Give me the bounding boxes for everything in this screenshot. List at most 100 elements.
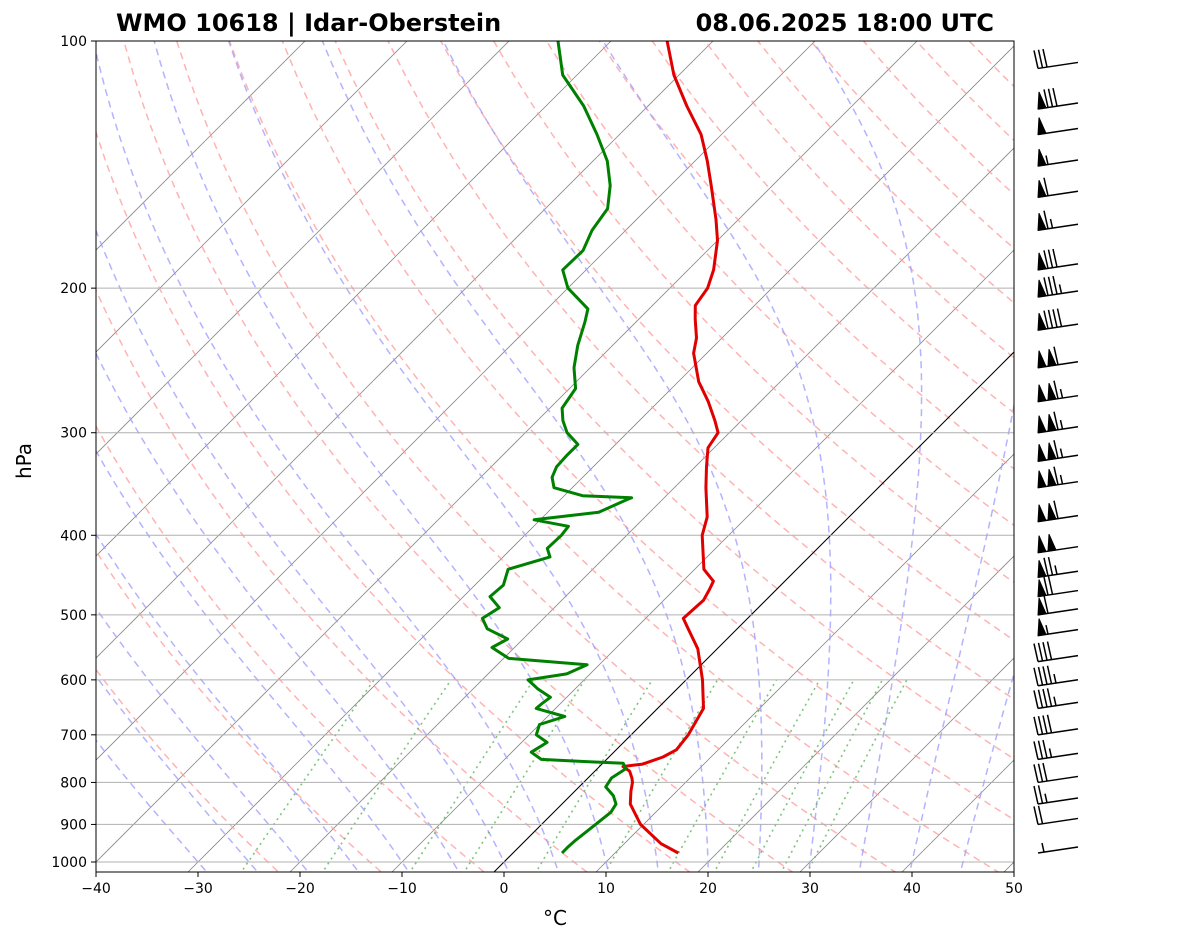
moist-adiabat-line (96, 449, 410, 872)
wind-barb-half (1041, 842, 1045, 853)
dry-adiabat-line (493, 41, 1014, 584)
wind-barb (1033, 785, 1079, 805)
wind-barb (1037, 533, 1079, 554)
x-tick-label: 0 (500, 881, 509, 897)
wind-barb-full (1037, 740, 1044, 759)
wind-barb (1037, 210, 1079, 231)
wind-barb-flag (1047, 502, 1057, 521)
wind-barb-full (1047, 576, 1054, 595)
wind-barb-full (1043, 557, 1049, 576)
wind-barb (1033, 641, 1079, 663)
isotherm-line (289, 147, 1014, 872)
wind-barb (1037, 576, 1079, 598)
mixing-ratio-line (604, 679, 719, 872)
wind-barb-flag (1037, 350, 1047, 369)
wind-barb-full (1043, 595, 1049, 614)
profile-lines (480, 41, 720, 855)
wind-barb-full (1046, 641, 1053, 660)
wind-barb-full (1053, 346, 1059, 365)
wind-barb-full (1033, 690, 1039, 709)
wind-barb-flag (1037, 444, 1047, 462)
wind-barb-full (1042, 48, 1048, 68)
wind-barb-full (1043, 210, 1049, 229)
wind-barb (1037, 177, 1079, 199)
chart-title-station: WMO 10618 | Idar-Oberstein (116, 9, 501, 37)
dry-adiabat-line (96, 129, 691, 872)
wind-barb-flag (1047, 382, 1057, 401)
wind-barb-half (1059, 419, 1064, 430)
x-tick-label: −40 (81, 881, 111, 897)
dry-adiabat-line (96, 549, 383, 872)
wind-barb-full (1043, 277, 1049, 296)
wind-barb (1037, 87, 1079, 110)
moist-adiabat-line (96, 675, 259, 872)
wind-barb-staff (1037, 752, 1079, 761)
wind-barb-full (1046, 688, 1053, 707)
wind-barb-full (1047, 276, 1054, 295)
x-tick-label: 40 (903, 881, 921, 897)
wind-barb-half (1059, 448, 1064, 458)
wind-barb-full (1053, 380, 1059, 399)
wind-barb-flag (1037, 415, 1047, 434)
wind-barb (1033, 805, 1079, 826)
dry-adiabat-line (598, 41, 1014, 470)
x-tick-label: 10 (597, 881, 615, 897)
wind-barb-flag (1037, 504, 1047, 523)
moist-adiabat-line (909, 401, 1014, 872)
wind-barb-full (1042, 666, 1048, 685)
wind-barb-half (1058, 284, 1063, 294)
isotherm-line (187, 45, 1014, 872)
wind-barb (1037, 500, 1079, 523)
reference-lines (96, 41, 1014, 872)
wind-barb-full (1046, 665, 1053, 684)
zero-isotherm-line (493, 351, 1014, 872)
moist-adiabat-line (96, 48, 560, 872)
wind-barb-full (1033, 50, 1039, 69)
wind-barb-full (1033, 764, 1039, 783)
dry-adiabat-line (651, 41, 1014, 414)
isotherm-line (96, 41, 918, 863)
wind-barb-full (1033, 785, 1039, 805)
wind-barb-flag (1037, 117, 1047, 136)
wind-barb-full (1043, 89, 1049, 108)
wind-barb (1037, 595, 1079, 616)
wind-barb-full (1052, 275, 1058, 295)
y-tick-label: 500 (60, 608, 87, 624)
dry-adiabat-line (175, 41, 897, 872)
wind-barb-full (1037, 715, 1044, 735)
wind-barb (1037, 248, 1079, 271)
wind-barb-flag (1037, 579, 1047, 598)
wind-barb-full (1033, 716, 1039, 735)
dry-adiabat-line (96, 424, 486, 872)
wind-barb (1037, 842, 1079, 854)
wind-barb (1037, 556, 1079, 579)
wind-barb-full (1042, 642, 1048, 661)
wind-barb (1037, 117, 1079, 136)
wind-barb-flag (1037, 312, 1047, 331)
wind-barb-flag (1047, 442, 1057, 461)
wind-barb (1033, 714, 1079, 736)
wind-barb-flag (1037, 470, 1047, 489)
mixing-ratio-line (463, 679, 586, 872)
x-axis-label: °C (543, 906, 567, 930)
wind-barb-full (1053, 500, 1059, 519)
wind-barb-full (1043, 576, 1049, 596)
wind-barb-half (1059, 474, 1064, 485)
wind-barb (1037, 380, 1079, 403)
y-axis-label: hPa (12, 443, 36, 479)
wind-barb-staff (1037, 775, 1079, 784)
wind-barb (1033, 762, 1079, 784)
y-tick-label: 400 (60, 528, 87, 544)
isotherm-line (96, 41, 510, 455)
wind-barb-full (1053, 411, 1059, 430)
wind-barb-half (1048, 748, 1053, 758)
mixing-ratio-line (535, 679, 653, 872)
wind-barb-half (1053, 673, 1057, 684)
wind-barb-half (1045, 624, 1049, 635)
wind-barb-flag (1037, 560, 1047, 578)
moist-adiabat-line (96, 739, 208, 872)
wind-barb-full (1047, 309, 1054, 329)
wind-barb-full (1033, 667, 1039, 686)
wind-barb-full (1047, 88, 1054, 107)
